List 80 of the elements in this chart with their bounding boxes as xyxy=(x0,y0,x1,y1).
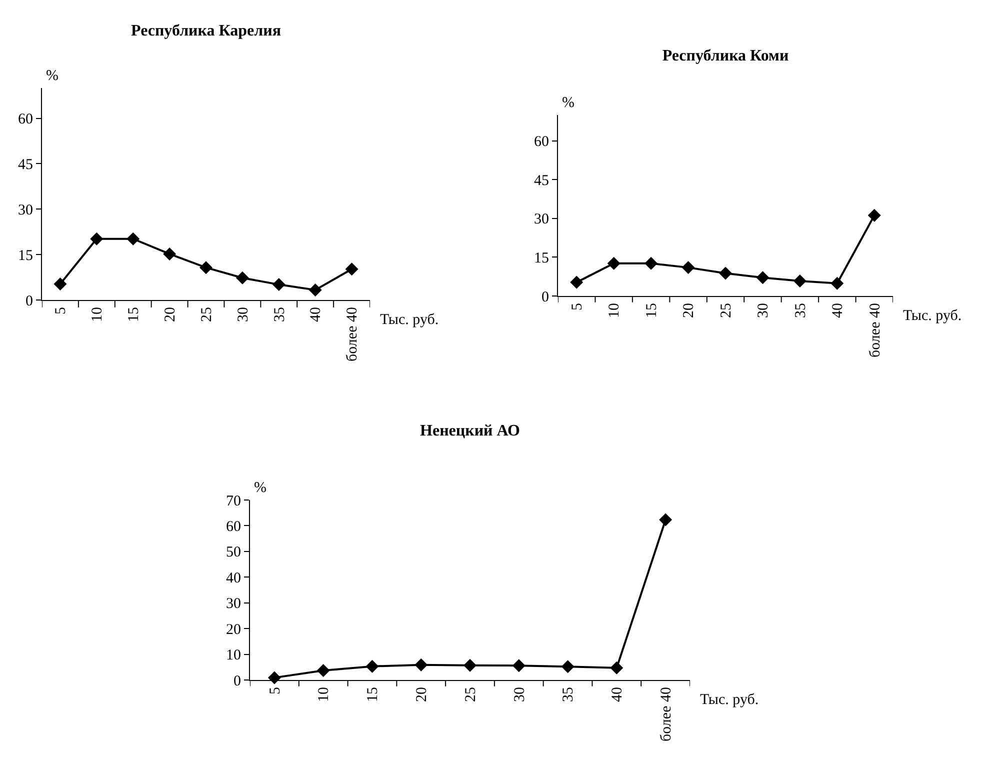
point xyxy=(719,266,732,280)
point xyxy=(644,256,658,270)
y-tick-label: 60 xyxy=(226,518,241,535)
x-tick-label: 35 xyxy=(560,687,577,702)
point xyxy=(610,661,624,674)
x-tick-label: 15 xyxy=(365,687,382,702)
y-tick-label: 15 xyxy=(534,250,549,266)
point xyxy=(607,256,620,270)
x-tick-label: 35 xyxy=(792,303,809,318)
point xyxy=(570,276,584,289)
x-tick-label: 10 xyxy=(316,687,332,702)
x-tick-label: 25 xyxy=(198,307,215,322)
y-axis-title: % xyxy=(46,68,58,84)
chart-title: Республика Карелия xyxy=(131,22,282,40)
y-tick-label: 10 xyxy=(226,648,241,664)
x-tick-label: более 40 xyxy=(658,687,674,742)
point xyxy=(163,247,176,260)
point xyxy=(366,660,379,673)
x-tick-label: 5 xyxy=(569,303,586,310)
point xyxy=(236,271,249,284)
point xyxy=(830,276,844,290)
x-tick-label: 25 xyxy=(718,303,734,318)
point xyxy=(200,261,212,274)
y-tick-label: 45 xyxy=(18,156,33,173)
point xyxy=(90,232,104,246)
y-tick-label: 15 xyxy=(18,248,33,264)
point xyxy=(756,271,770,284)
y-tick-label: 30 xyxy=(534,212,549,228)
point xyxy=(793,274,806,288)
x-tick-label: 35 xyxy=(272,307,288,322)
point xyxy=(126,232,140,246)
x-axis-title: Тыс. руб. xyxy=(700,692,759,708)
x-tick-label: 40 xyxy=(610,687,626,702)
point xyxy=(682,261,695,274)
y-tick-label: 0 xyxy=(26,293,33,310)
x-tick-label: 5 xyxy=(53,307,70,314)
x-tick-label: 25 xyxy=(462,687,479,702)
y-tick-label: 70 xyxy=(226,493,241,510)
point xyxy=(308,284,322,297)
point xyxy=(561,660,574,674)
point xyxy=(272,278,286,292)
point xyxy=(345,262,358,276)
x-tick-label: 40 xyxy=(308,307,324,322)
x-axis-title: Тыс. руб. xyxy=(380,312,439,328)
x-tick-label: 10 xyxy=(606,303,623,318)
x-tick-label: более 40 xyxy=(344,307,361,362)
y-tick-label: 20 xyxy=(226,622,241,638)
x-axis-title: Тыс. руб. xyxy=(903,308,962,324)
x-tick-label: 30 xyxy=(512,687,528,702)
chart-title: Республика Коми xyxy=(662,48,789,65)
y-axis-title: % xyxy=(254,480,266,496)
x-tick-label: 15 xyxy=(644,303,660,318)
y-tick-label: 60 xyxy=(18,112,33,128)
x-tick-label: 15 xyxy=(126,307,142,322)
chart-title: Ненецкий АО xyxy=(420,422,520,440)
point xyxy=(316,664,330,677)
x-tick-label: 20 xyxy=(162,307,178,322)
point xyxy=(54,277,67,290)
y-axis-title: % xyxy=(562,95,574,111)
point xyxy=(512,659,526,672)
x-tick-label: более 40 xyxy=(867,303,884,358)
x-tick-label: 40 xyxy=(830,303,846,318)
y-tick-label: 60 xyxy=(534,134,549,150)
y-tick-label: 0 xyxy=(542,289,549,306)
y-tick-label: 40 xyxy=(226,570,241,586)
y-tick-label: 45 xyxy=(534,172,549,189)
x-tick-label: 20 xyxy=(414,687,430,702)
y-tick-label: 0 xyxy=(234,673,241,690)
point xyxy=(414,658,428,672)
y-tick-label: 50 xyxy=(226,544,241,561)
point xyxy=(659,513,672,526)
point xyxy=(268,671,281,684)
point xyxy=(868,208,881,222)
y-tick-label: 30 xyxy=(18,202,33,218)
y-tick-label: 30 xyxy=(226,596,241,612)
x-tick-label: 20 xyxy=(681,303,698,318)
point xyxy=(464,658,476,672)
x-tick-label: 5 xyxy=(267,687,284,694)
x-tick-label: 30 xyxy=(756,303,772,318)
x-tick-label: 10 xyxy=(90,307,106,322)
